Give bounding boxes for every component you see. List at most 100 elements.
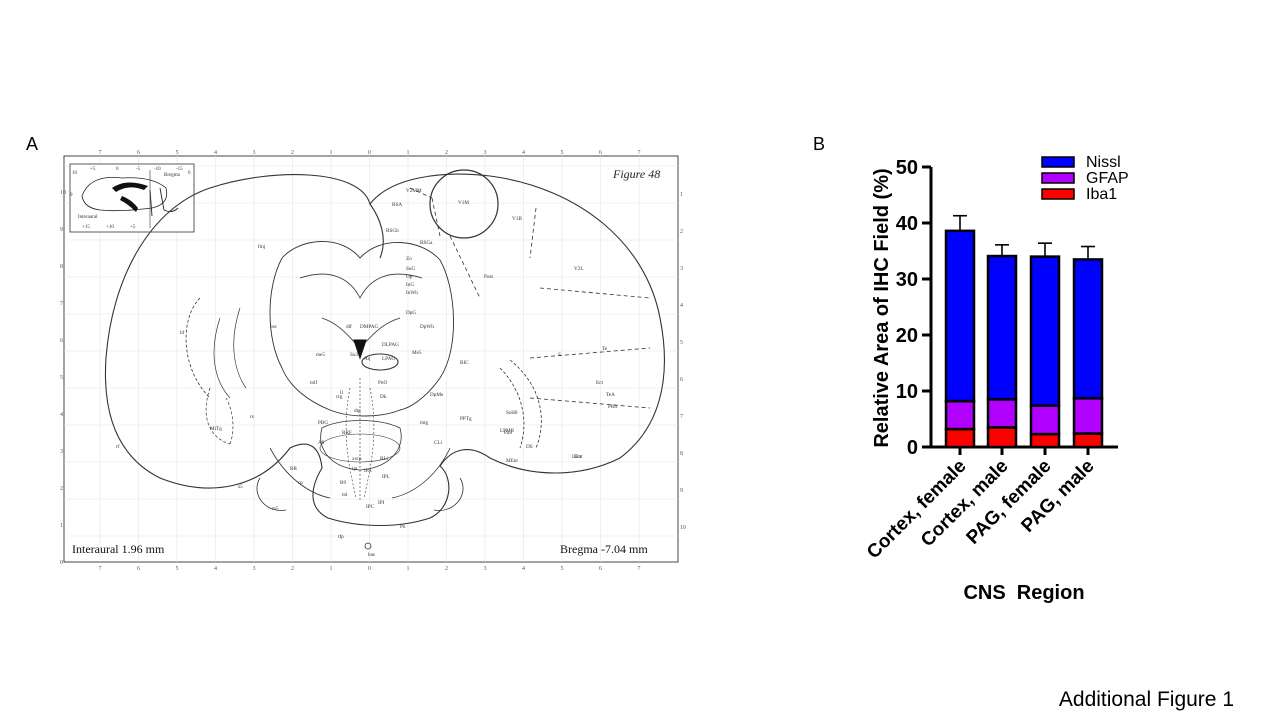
inset-label: +15 — [82, 225, 90, 230]
figure-caption: Additional Figure 1 — [1058, 688, 1234, 711]
atlas-region-label: InWh — [406, 290, 418, 296]
y-tick-label: 20 — [896, 325, 918, 347]
atlas-right-tick: 5 — [680, 340, 683, 346]
atlas-left-tick: 7 — [60, 301, 63, 307]
atlas-region-label: RRF — [342, 430, 352, 436]
panel-b-label: B — [813, 134, 826, 154]
inset-label: Interaural — [78, 215, 98, 220]
atlas-region-label: DpG — [406, 310, 416, 316]
atlas-bottom-tick: 5 — [561, 566, 564, 572]
atlas-region-label: Ect — [596, 380, 603, 386]
atlas-bottom-tick: 4 — [522, 566, 525, 572]
atlas-region-label: RSGb — [386, 228, 399, 234]
atlas-region-label: hf — [180, 329, 185, 336]
inset-label: 10 — [72, 171, 78, 176]
atlas-region-label: TeA — [606, 392, 615, 398]
atlas-region-label: InG — [406, 282, 414, 288]
atlas-region-label: V1M — [458, 200, 469, 206]
inset-label: 0 — [116, 167, 119, 172]
atlas-region-label: PBG — [318, 420, 328, 426]
atlas-left-tick: 4 — [60, 412, 63, 418]
atlas-bottom-tick: 2 — [445, 566, 448, 572]
atlas-top-tick: 2 — [291, 150, 294, 156]
atlas-region-label: MEnt — [506, 458, 518, 464]
atlas-region-label: DpWh — [420, 324, 434, 330]
atlas-top-tick: 6 — [599, 150, 602, 156]
atlas-region-label: ipt — [352, 466, 358, 472]
atlas-region-label: RR — [290, 466, 297, 472]
atlas-region-label: Aq — [364, 356, 371, 362]
bar-segment-iba1 — [1072, 432, 1104, 449]
x-axis-label: CNS Region — [963, 582, 1084, 604]
inset-label: +5 — [90, 167, 96, 172]
atlas-region-label: bsc — [270, 324, 278, 330]
atlas-left-tick: 6 — [60, 338, 63, 344]
atlas-top-tick: 5 — [561, 150, 564, 156]
atlas-left-tick: 5 — [60, 375, 63, 381]
inset-label: -5 — [136, 167, 141, 172]
atlas-region-label: ml — [342, 492, 348, 498]
figure-label: Figure 48 — [612, 167, 660, 181]
legend-label: Iba1 — [1086, 186, 1117, 203]
atlas-right-tick: 7 — [680, 414, 683, 420]
brain-atlas-figure: 7 6 5 4 3 2 1 0 1 2 3 4 5 6 77 6 5 4 3 2 1 0 1 2 3 4 5 6 71098765432… — [60, 150, 686, 572]
atlas-bottom-tick: 0 — [368, 566, 371, 572]
atlas-region-label: Te — [602, 346, 608, 352]
atlas-bottom-tick: 6 — [599, 566, 602, 572]
atlas-left-tick: 9 — [60, 227, 63, 233]
atlas-bottom-tick: 6 — [137, 566, 140, 572]
atlas-region-label: B9 — [340, 480, 346, 486]
atlas-top-tick: 0 — [368, 150, 371, 156]
atlas-region-label: DMPAG — [360, 324, 379, 330]
atlas-region-label: ll — [340, 390, 343, 396]
atlas-region-label: RSGa — [420, 240, 433, 246]
atlas-region-label: cp — [298, 480, 303, 486]
y-tick-label: 10 — [896, 381, 918, 403]
atlas-region-label: DpMe — [430, 392, 444, 398]
atlas-region-label: CLi — [434, 440, 443, 446]
atlas-region-label: BIC — [460, 360, 469, 366]
atlas-region-label: Post — [484, 274, 493, 280]
atlas-right-tick: 8 — [680, 451, 683, 457]
atlas-bottom-tick: 7 — [99, 566, 102, 572]
atlas-bottom-tick: 1 — [330, 566, 333, 572]
atlas-bottom-tick: 3 — [253, 566, 256, 572]
atlas-region-label: IPA — [364, 468, 372, 474]
inset-label: Bregma — [164, 173, 181, 178]
atlas-region-label: rf — [116, 443, 120, 450]
atlas-left-tick: 3 — [60, 449, 63, 455]
atlas-region-label: PPTg — [460, 416, 472, 422]
atlas-top-tick: 4 — [214, 150, 217, 156]
inset-label: -10 — [154, 167, 161, 172]
atlas-region-label: Op — [406, 274, 413, 280]
atlas-right-tick: 4 — [680, 303, 683, 309]
atlas-region-label: S — [558, 352, 561, 358]
atlas-region-label: dtg — [354, 408, 361, 414]
bar-segment-nissl — [1029, 255, 1061, 407]
atlas-region-label: LPMR — [500, 428, 515, 434]
atlas-bottom-tick: 5 — [176, 566, 179, 572]
atlas-region-label: DLPAG — [382, 342, 399, 348]
y-axis-label: Relative Area of IHC Field (%) — [871, 168, 893, 447]
atlas-region-label: Ent — [574, 454, 582, 460]
y-tick-label: 50 — [896, 157, 918, 179]
atlas-region-label: V2L — [574, 266, 584, 272]
interaural-label: Interaural 1.96 mm — [72, 542, 165, 556]
atlas-region-label: Pn — [400, 524, 406, 530]
atlas-region-label: SubB — [506, 410, 518, 416]
atlas-region-label: Su3C — [350, 352, 362, 358]
bar-segment-iba1 — [1029, 432, 1061, 449]
inset-label: 9 — [70, 193, 73, 198]
legend-swatch-iba1 — [1041, 188, 1075, 200]
atlas-region-label: PnO — [378, 380, 387, 386]
bar-segment-iba1 — [986, 426, 1018, 449]
atlas-region-label: s5 — [238, 484, 243, 490]
atlas-top-tick: 6 — [137, 150, 140, 156]
atlas-region-label: rs — [250, 414, 254, 420]
inset-label: +5 — [130, 225, 136, 230]
atlas-left-tick: 10 — [60, 190, 66, 196]
atlas-region-label: IPL — [382, 474, 390, 480]
atlas-bottom-tick: 4 — [214, 566, 217, 572]
atlas-region-label: RLi — [380, 456, 389, 462]
atlas-region-label: tfp — [338, 533, 344, 540]
